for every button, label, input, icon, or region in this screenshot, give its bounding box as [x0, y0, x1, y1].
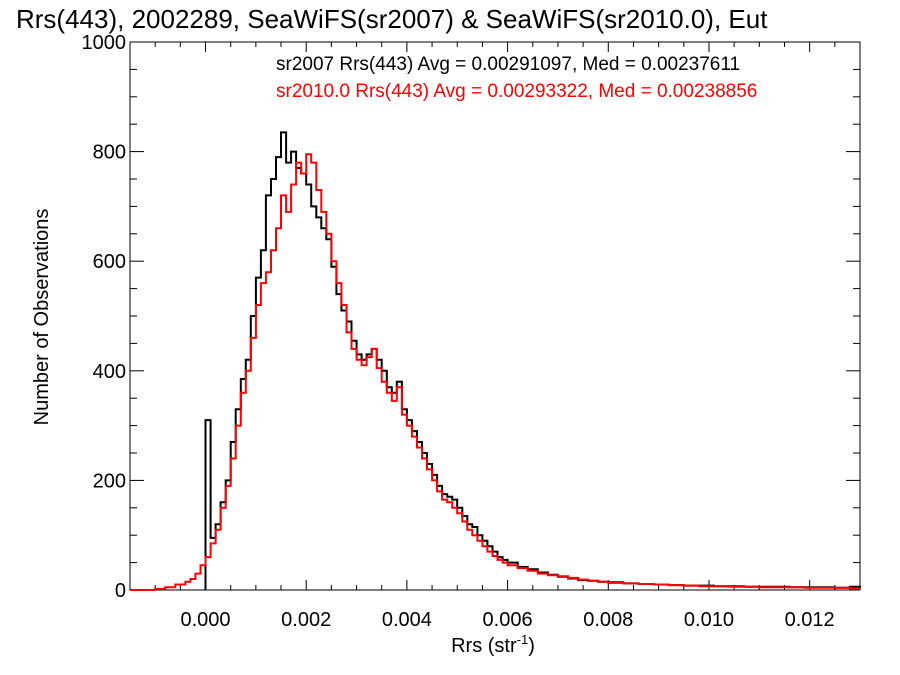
y-axis-label: Number of Observations	[31, 209, 53, 426]
x-axis-label-superscript: -1	[517, 632, 529, 647]
y-tick-label: 400	[93, 361, 126, 383]
x-axis-label-close: )	[528, 635, 535, 657]
x-tick-label: 0.010	[684, 609, 734, 631]
y-tick-label: 600	[93, 251, 126, 273]
legend-annotation-sr2010: sr2010.0 Rrs(443) Avg = 0.00293322, Med …	[276, 81, 757, 102]
series-layer	[130, 131, 861, 591]
x-tick-label: 0.000	[180, 609, 230, 631]
y-tick-label: 1000	[82, 32, 127, 54]
x-tick-label: 0.002	[281, 609, 331, 631]
y-tick-label: 200	[93, 470, 126, 492]
x-axis-label: Rrs (str-1)	[451, 632, 535, 657]
x-tick-label: 0.012	[785, 609, 835, 631]
chart-title: Rrs(443), 2002289, SeaWiFS(sr2007) & Sea…	[16, 4, 768, 34]
plot-border	[129, 41, 861, 591]
x-axis: 0.000 0.002 0.004 0.006 0.008 0.010 0.012	[129, 42, 861, 631]
x-tick-label: 0.004	[382, 609, 432, 631]
y-tick-label: 800	[93, 142, 126, 164]
x-tick-label: 0.008	[583, 609, 633, 631]
y-tick-label: 0	[115, 580, 126, 602]
series-sr2010-histogram	[130, 153, 860, 591]
legend-annotation-sr2007: sr2007 Rrs(443) Avg = 0.00291097, Med = …	[276, 54, 740, 75]
y-axis: 0 200 400 600 800 1000	[82, 32, 860, 602]
series-sr2007-histogram	[204, 131, 861, 590]
x-tick-label: 0.006	[483, 609, 533, 631]
plot-area	[129, 41, 861, 591]
